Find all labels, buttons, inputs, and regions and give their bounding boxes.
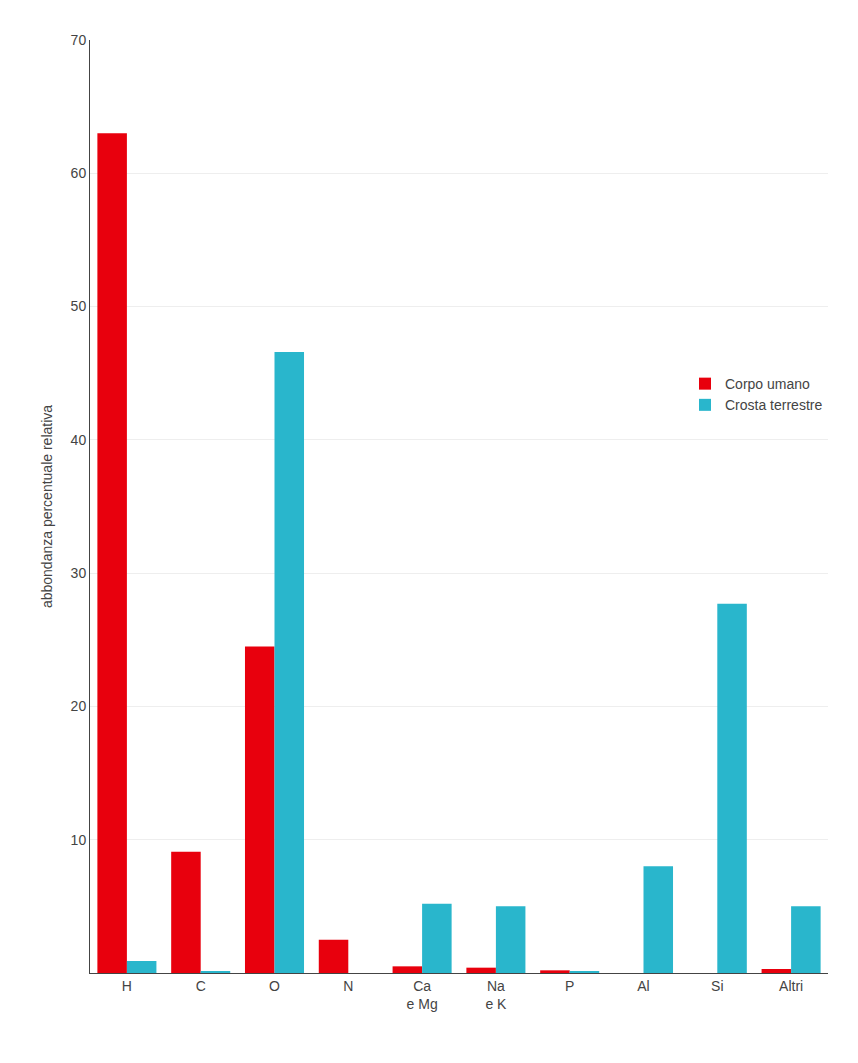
svg-text:Crosta terrestre: Crosta terrestre — [725, 397, 822, 413]
svg-text:10: 10 — [71, 832, 87, 848]
svg-text:Nae K: Nae K — [485, 978, 507, 1012]
svg-text:Cae Mg: Cae Mg — [407, 978, 438, 1012]
svg-text:N: N — [343, 978, 353, 994]
svg-text:60: 60 — [71, 165, 87, 181]
svg-text:50: 50 — [71, 298, 87, 314]
svg-text:O: O — [269, 978, 280, 994]
svg-text:30: 30 — [71, 565, 87, 581]
svg-text:C: C — [196, 978, 206, 994]
svg-text:Altri: Altri — [779, 978, 803, 994]
svg-text:Corpo umano: Corpo umano — [725, 376, 810, 392]
svg-text:20: 20 — [71, 698, 87, 714]
svg-text:abbondanza percentuale relativ: abbondanza percentuale relativa — [39, 405, 55, 608]
svg-text:40: 40 — [71, 432, 87, 448]
svg-text:H: H — [122, 978, 132, 994]
svg-text:70: 70 — [71, 32, 87, 48]
svg-text:Al: Al — [637, 978, 649, 994]
svg-text:P: P — [565, 978, 574, 994]
svg-text:Si: Si — [711, 978, 723, 994]
